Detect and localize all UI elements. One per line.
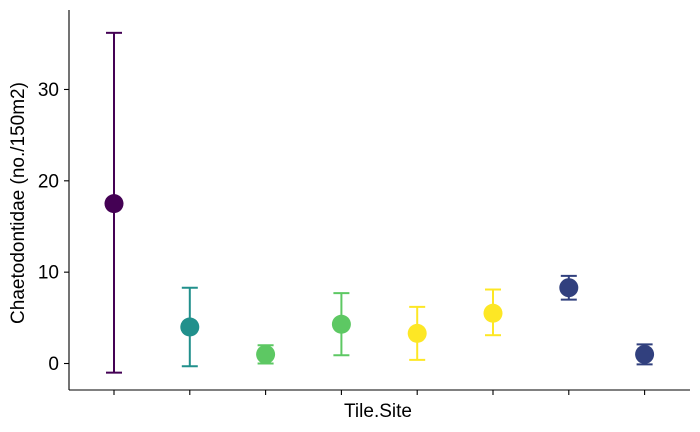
data-point-group	[635, 343, 655, 366]
data-point	[559, 278, 579, 298]
data-point-group	[331, 292, 351, 357]
data-point	[635, 344, 655, 364]
y-axis-ticks: 0 10 20 30	[38, 80, 69, 375]
data-point-group	[180, 286, 200, 368]
data-series	[104, 31, 655, 374]
y-tick-label: 10	[38, 263, 59, 284]
data-point	[256, 344, 276, 364]
y-tick-label: 20	[38, 171, 59, 192]
data-point	[483, 303, 503, 323]
x-axis-ticks	[113, 390, 646, 395]
x-axis-title: Tile.Site	[344, 401, 412, 422]
data-point	[407, 323, 427, 343]
data-point	[180, 317, 200, 337]
data-point	[331, 314, 351, 334]
y-tick-label: 30	[38, 80, 59, 101]
y-axis-title: Chaetodontidae (no./150m2)	[8, 82, 29, 324]
data-point-group	[483, 288, 503, 337]
data-point-group	[256, 344, 276, 365]
data-point-group	[559, 274, 579, 301]
data-point	[104, 194, 124, 214]
data-point-group	[104, 31, 124, 374]
data-point-group	[407, 305, 427, 361]
y-tick-label: 0	[48, 354, 59, 375]
